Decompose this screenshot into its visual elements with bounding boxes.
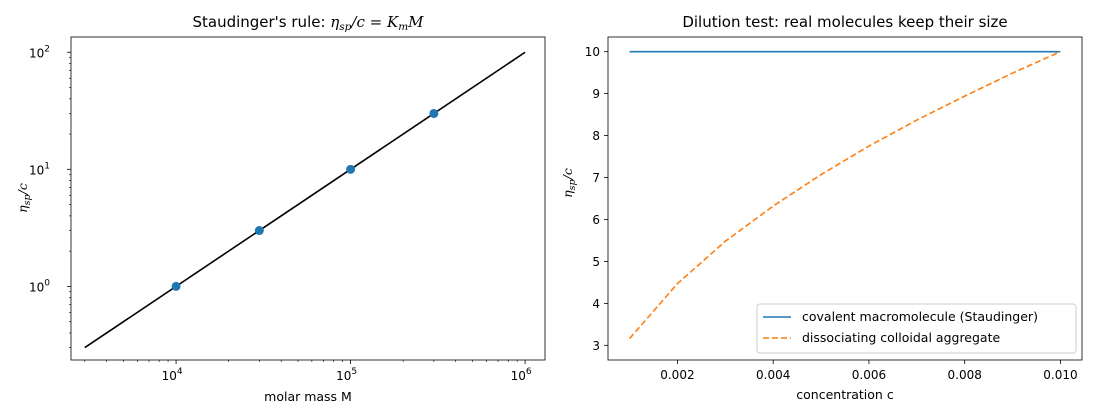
right-x-tick-label: 0.004 xyxy=(756,368,790,382)
left-x-tick-label: 105 xyxy=(336,367,357,383)
right-x-axis-label: concentration c xyxy=(796,387,894,402)
left-y-tick-label: 100 xyxy=(29,278,50,294)
legend-label-covalent: covalent macromolecule (Staudinger) xyxy=(802,309,1038,324)
right-y-tick-label: 3 xyxy=(592,339,600,353)
right-y-tick-label: 9 xyxy=(592,87,600,101)
right-title: Dilution test: real molecules keep their… xyxy=(682,13,1007,31)
colloidal-series-line xyxy=(628,50,1061,340)
left-x-tick-label: 104 xyxy=(162,367,183,383)
legend-box xyxy=(756,303,1077,354)
left-data-point xyxy=(254,226,264,236)
left-title: Staudinger's rule: ηsp/c = KmM xyxy=(192,13,424,33)
right-panel: Dilution test: real molecules keep their… xyxy=(560,13,1083,402)
right-y-axis-label: ηsp/c xyxy=(560,168,578,198)
legend-label-colloidal: dissociating colloidal aggregate xyxy=(802,330,1000,345)
right-y-tick-label: 4 xyxy=(592,297,600,311)
right-plot-frame xyxy=(607,36,1083,361)
right-y-tick-label: 10 xyxy=(585,45,600,59)
left-y-tick-label: 102 xyxy=(29,44,50,60)
right-y-tick-label: 5 xyxy=(592,255,600,269)
right-y-tick-label: 7 xyxy=(592,171,600,185)
left-fit-line xyxy=(84,51,526,349)
right-x-tick-label: 0.002 xyxy=(660,368,694,382)
left-x-tick-label: 106 xyxy=(511,367,532,383)
right-x-tick-label: 0.010 xyxy=(1043,368,1077,382)
left-y-tick-label: 101 xyxy=(29,161,50,177)
left-panel: Staudinger's rule: ηsp/c = KmM 104 105 106… xyxy=(15,13,546,404)
left-plot-frame xyxy=(70,36,546,361)
left-data-point xyxy=(346,164,356,174)
left-y-axis-label: ηsp/c xyxy=(15,183,33,213)
right-x-tick-label: 0.006 xyxy=(852,368,886,382)
legend: covalent macromolecule (Staudinger) diss… xyxy=(756,303,1077,354)
left-x-axis-label: molar mass M xyxy=(264,389,352,404)
right-x-tick-label: 0.008 xyxy=(948,368,982,382)
right-y-tick-label: 8 xyxy=(592,129,600,143)
left-data-point xyxy=(171,281,181,291)
left-data-point xyxy=(429,108,439,118)
right-y-tick-label: 6 xyxy=(592,213,600,227)
